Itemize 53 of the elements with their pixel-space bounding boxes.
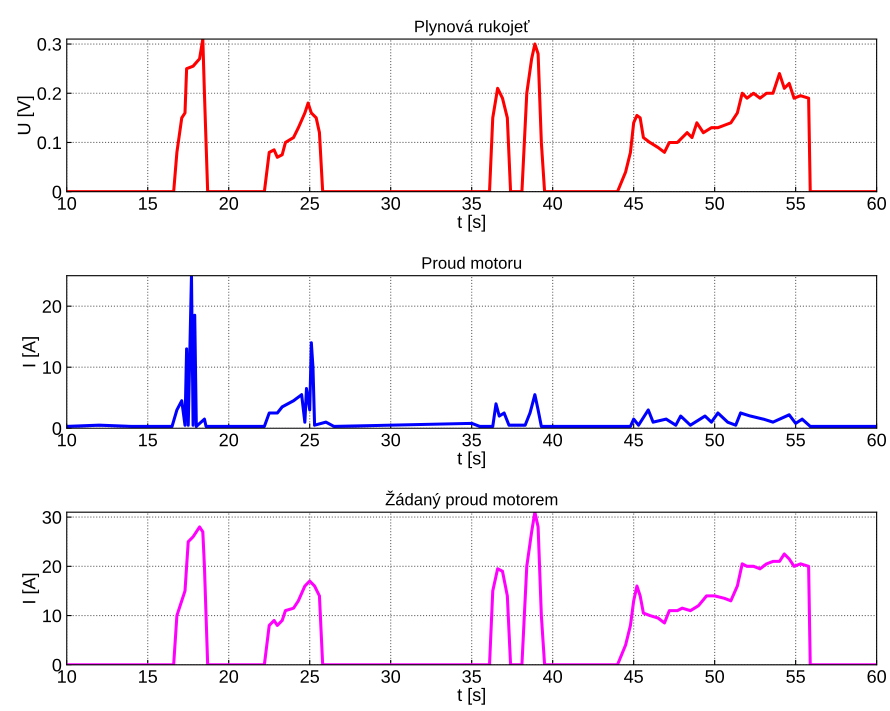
y-tick-label: 0.3 (37, 38, 62, 51)
x-tick-label: 60 (868, 434, 886, 446)
y-tick-label: 20 (42, 300, 62, 313)
x-tick-label: 40 (543, 434, 562, 446)
y-tick-label: 0.2 (37, 87, 61, 100)
x-tick-label: 25 (300, 670, 320, 683)
x-tick-label: 45 (624, 434, 643, 446)
x-tick-label: 30 (381, 670, 400, 683)
x-tick-label: 45 (624, 670, 643, 683)
chart-title: Proud motoru (422, 256, 522, 269)
line-series (66, 276, 877, 428)
x-tick-label: 30 (381, 197, 400, 210)
y-tick-label: 0 (52, 186, 62, 198)
y-tick-label: 0.1 (37, 136, 62, 150)
y-axis-title: U [V] (17, 96, 34, 134)
x-tick-label: 35 (462, 434, 481, 446)
x-tick-label: 55 (786, 434, 805, 446)
y-tick-label: 0 (52, 658, 62, 672)
chart-title: Plynová rukojeť (415, 20, 530, 36)
line-series (66, 512, 877, 665)
x-tick-label: 50 (705, 670, 724, 683)
y-tick-label: 10 (43, 609, 62, 622)
x-tick-label: 20 (220, 434, 238, 446)
x-tick-label: 35 (462, 670, 481, 683)
x-tick-label: 30 (381, 434, 400, 446)
chart-title: Žádaný proud motorem (386, 490, 558, 509)
x-tick-label: 45 (624, 197, 643, 210)
x-tick-label: 60 (868, 670, 886, 683)
x-tick-label: 55 (786, 670, 805, 683)
x-tick-label: 15 (139, 670, 158, 683)
y-tick-label: 10 (43, 361, 62, 374)
y-axis-title: I [A] (22, 337, 40, 366)
x-tick-label: 50 (705, 434, 724, 446)
x-tick-label: 40 (543, 197, 562, 210)
x-tick-label: 15 (139, 434, 158, 446)
x-tick-label: 40 (543, 670, 562, 683)
x-tick-label: 20 (220, 670, 238, 683)
y-tick-label: 20 (42, 560, 62, 574)
x-tick-label: 25 (300, 197, 320, 210)
x-axis-title: t [s] (457, 688, 485, 705)
x-tick-label: 35 (462, 197, 481, 210)
y-tick-label: 30 (42, 511, 62, 524)
x-axis-title: t [s] (457, 214, 485, 232)
x-tick-label: 20 (220, 197, 238, 210)
x-tick-label: 25 (300, 434, 320, 446)
y-axis-title: I [A] (22, 574, 40, 603)
x-tick-label: 15 (139, 197, 158, 210)
x-tick-label: 55 (786, 197, 805, 210)
x-axis-title: t [s] (457, 451, 485, 468)
line-series (66, 39, 877, 192)
x-tick-label: 60 (868, 197, 886, 210)
x-tick-label: 50 (705, 197, 724, 210)
y-tick-label: 0 (52, 422, 62, 435)
